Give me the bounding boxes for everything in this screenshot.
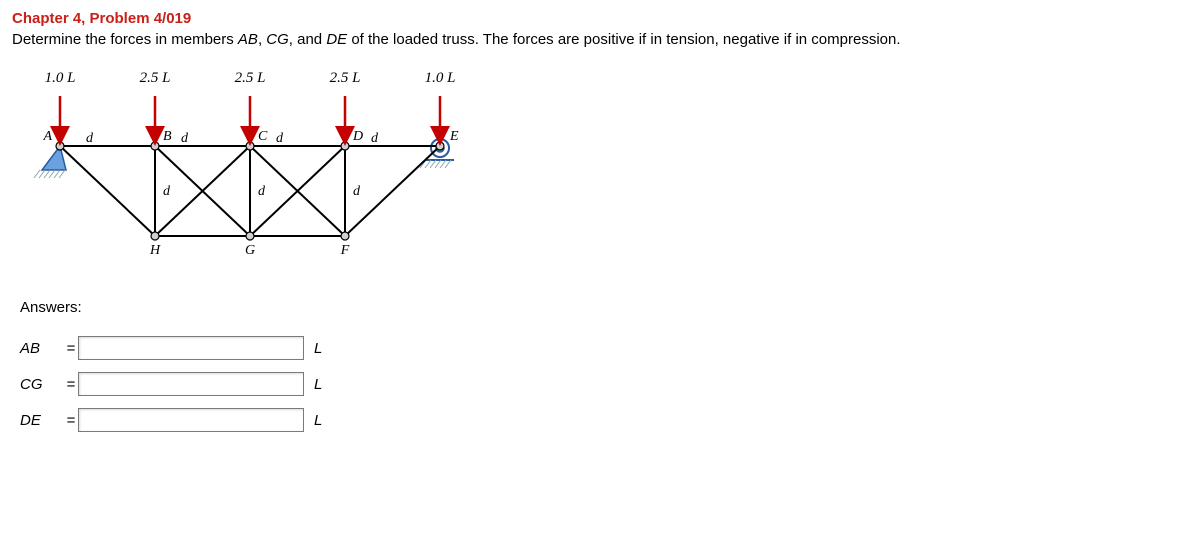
svg-text:2.5 L: 2.5 L	[330, 70, 361, 86]
stmt-prefix: Determine the forces in members	[12, 31, 238, 48]
svg-text:d: d	[258, 184, 266, 199]
answer-unit-cg: L	[314, 376, 322, 393]
svg-text:1.0 L: 1.0 L	[425, 70, 456, 86]
svg-text:d: d	[86, 131, 94, 146]
chapter-title: Chapter 4, Problem 4/019	[12, 10, 1175, 27]
svg-text:G: G	[245, 243, 255, 258]
answer-rows: AB = L CG = L DE = L	[20, 336, 1175, 432]
equals-sign: =	[64, 376, 78, 393]
equals-sign: =	[64, 340, 78, 357]
stmt-sep2: , and	[289, 31, 327, 48]
svg-text:d: d	[276, 131, 284, 146]
svg-text:F: F	[340, 243, 350, 258]
answer-input-cg[interactable]	[78, 372, 304, 396]
svg-text:B: B	[163, 129, 172, 144]
svg-text:1.0 L: 1.0 L	[45, 70, 76, 86]
svg-text:E: E	[449, 129, 459, 144]
answer-input-de[interactable]	[78, 408, 304, 432]
svg-text:D: D	[352, 129, 363, 144]
member-cg: CG	[266, 31, 289, 48]
answer-row-de: DE = L	[20, 408, 1175, 432]
answer-row-cg: CG = L	[20, 372, 1175, 396]
answer-label-de: DE	[20, 412, 64, 429]
svg-text:C: C	[258, 129, 268, 144]
svg-text:2.5 L: 2.5 L	[140, 70, 171, 86]
answers-label: Answers:	[20, 299, 1175, 316]
svg-text:d: d	[371, 131, 379, 146]
answer-unit-de: L	[314, 412, 322, 429]
svg-text:d: d	[181, 131, 189, 146]
equals-sign: =	[64, 412, 78, 429]
svg-text:d: d	[353, 184, 361, 199]
truss-svg: 1.0 L 2.5 L 2.5 L 2.5 L 1.0 L A B C D E H G Fd d d d d d d	[20, 66, 490, 266]
answer-unit-ab: L	[314, 340, 322, 357]
answer-label-cg: CG	[20, 376, 64, 393]
answer-row-ab: AB = L	[20, 336, 1175, 360]
member-ab: AB	[238, 31, 258, 48]
truss-figure: 1.0 L 2.5 L 2.5 L 2.5 L 1.0 L A B C D E H G Fd d d d d d d	[20, 66, 1175, 269]
stmt-suffix: of the loaded truss. The forces are posi…	[347, 31, 900, 48]
svg-text:d: d	[163, 184, 171, 199]
problem-statement: Determine the forces in members AB, CG, …	[12, 31, 1175, 48]
answer-input-ab[interactable]	[78, 336, 304, 360]
svg-text:H: H	[149, 243, 161, 258]
svg-text:2.5 L: 2.5 L	[235, 70, 266, 86]
member-de: DE	[326, 31, 347, 48]
answer-label-ab: AB	[20, 340, 64, 357]
svg-text:A: A	[42, 129, 52, 144]
